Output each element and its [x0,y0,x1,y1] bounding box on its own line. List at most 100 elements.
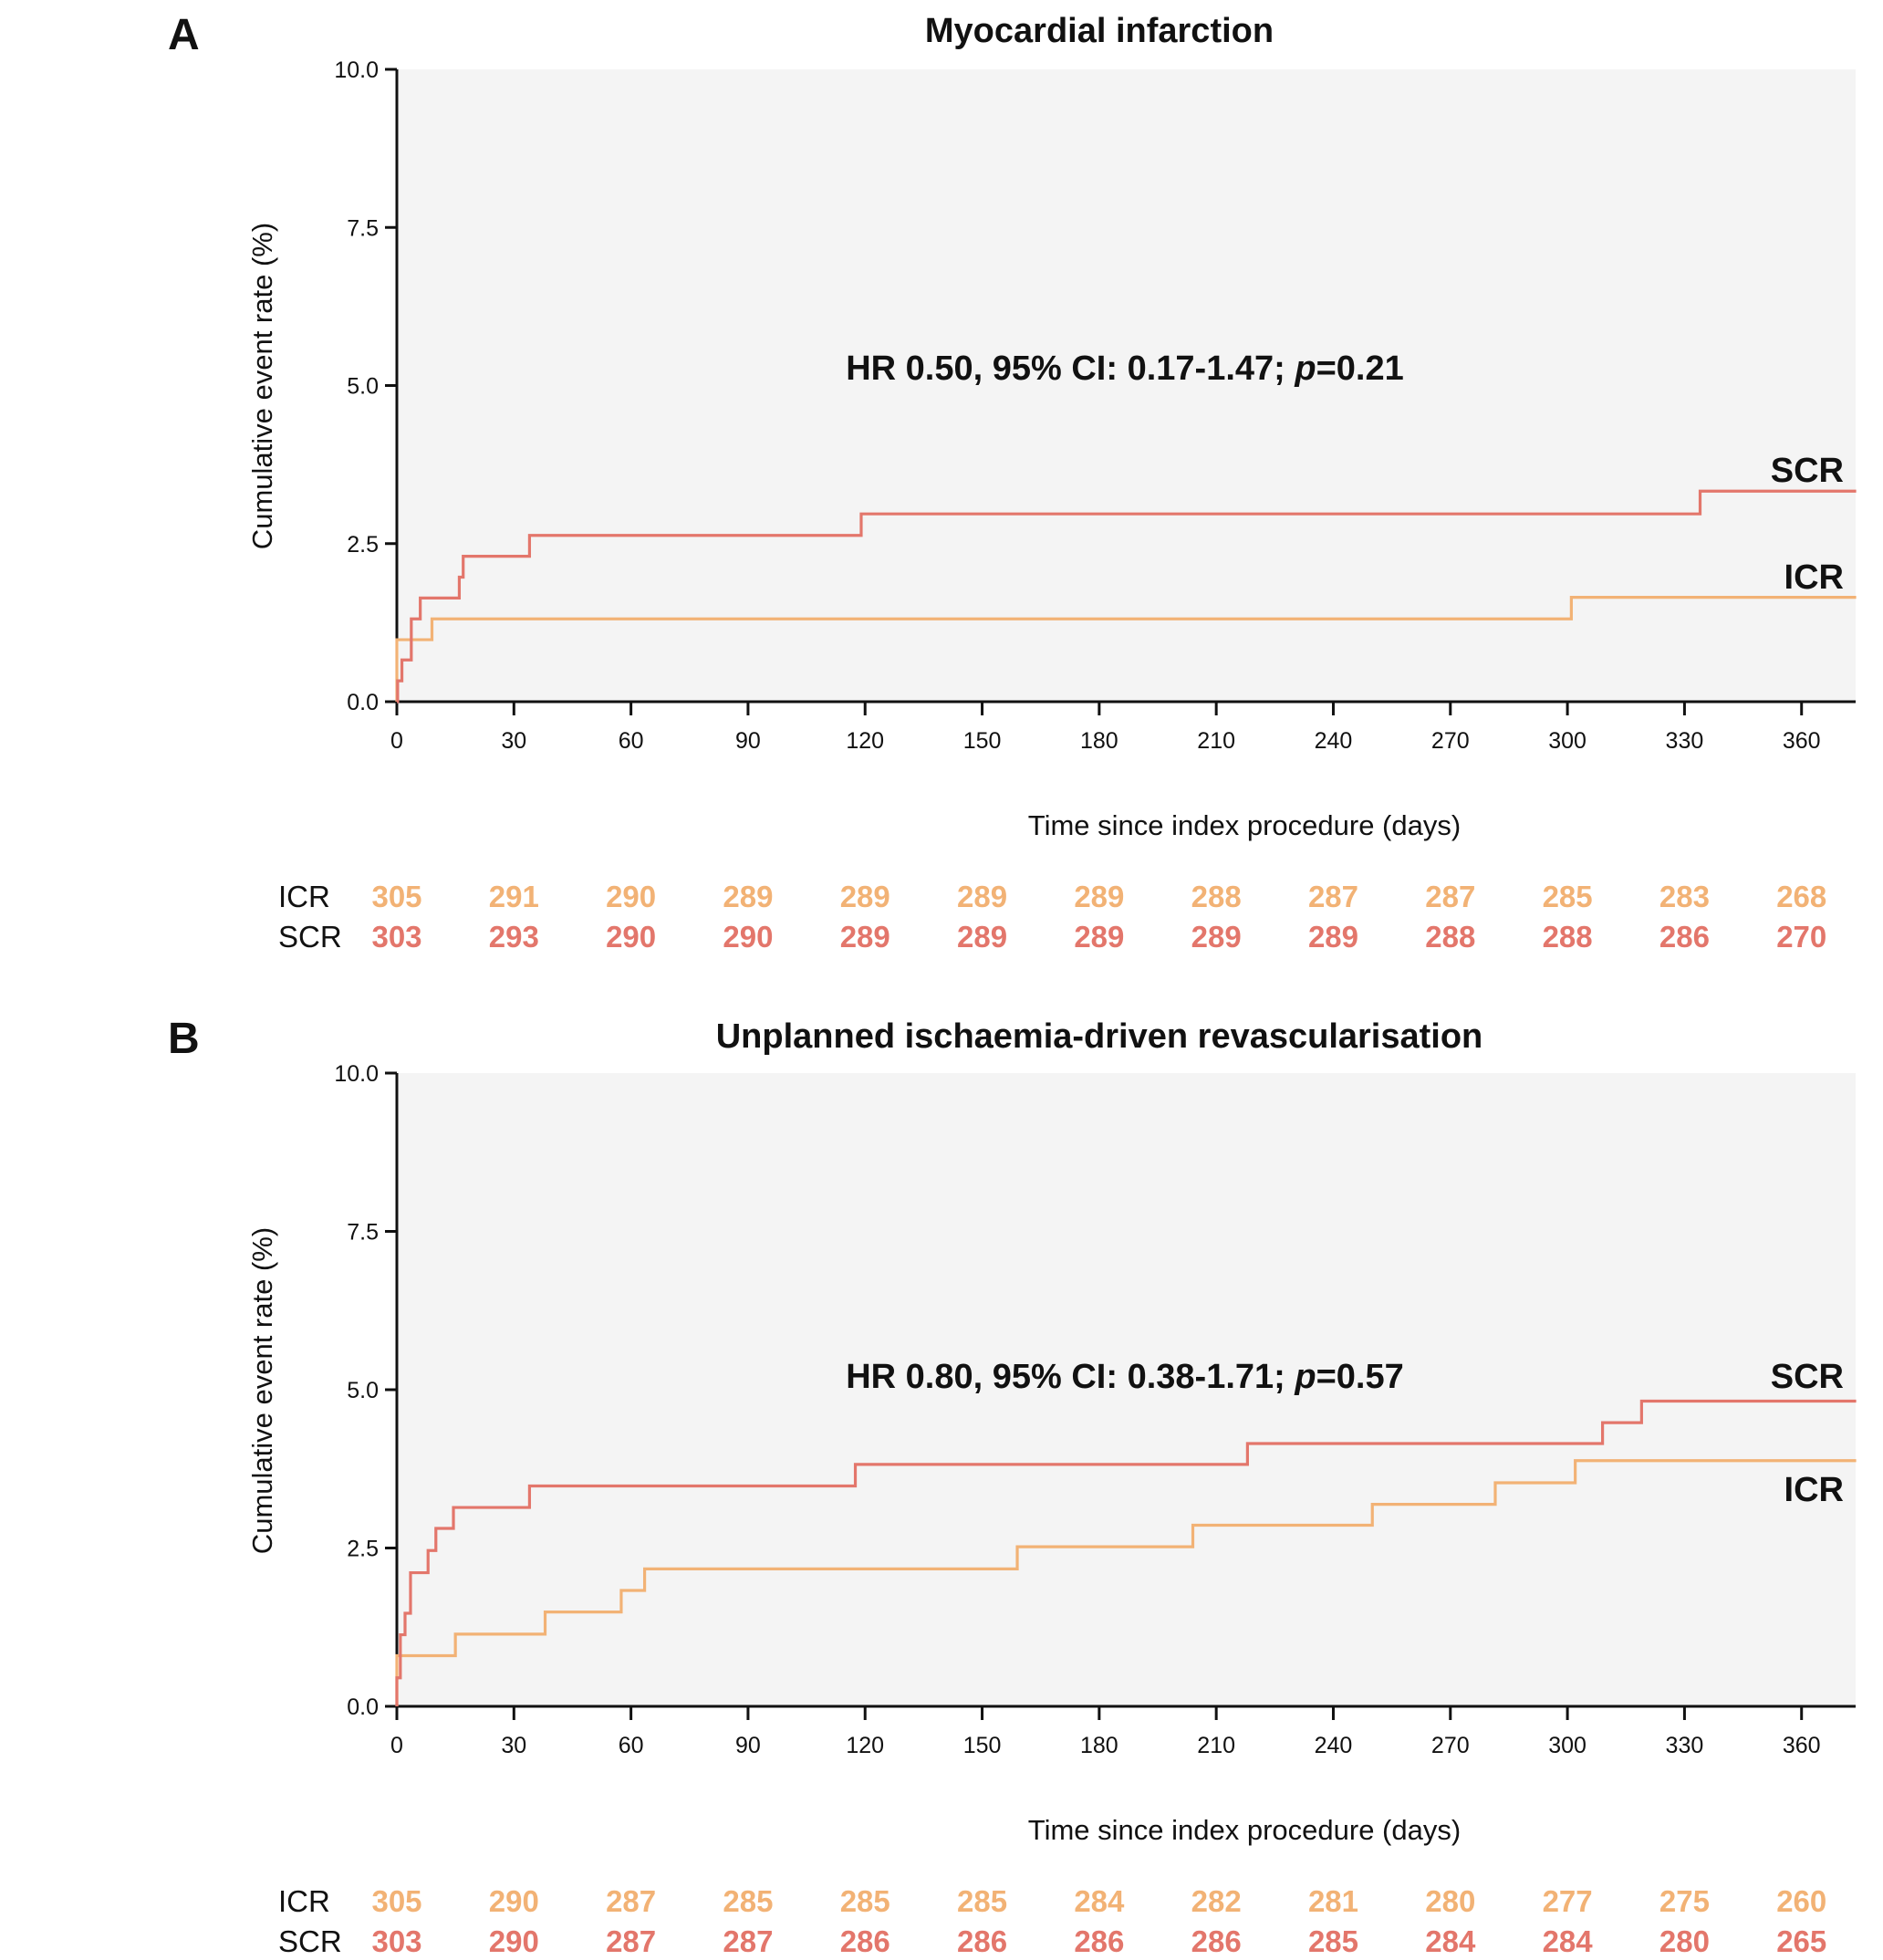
at-risk-value-icr: 284 [1074,1884,1125,1918]
at-risk-value-scr: 289 [1074,920,1124,954]
x-tick-label: 300 [1548,1733,1587,1758]
at-risk-row-label: SCR [278,1924,342,1958]
at-risk-row-label: ICR [278,880,330,913]
km-curve-icr [395,1459,1857,1706]
y-axis: 0.0 2.5 5.0 7.5 10.0 [334,1061,399,1720]
x-tick-label: 120 [846,1733,884,1758]
x-tick-label: 330 [1666,728,1704,754]
x-axis: 0 30 60 90 120 150 180 210 240 270 300 330 360 [390,1705,1856,1758]
at-risk-value-icr: 289 [1074,880,1124,913]
at-risk-value-icr: 287 [1425,880,1475,913]
x-tick-label: 0 [390,728,403,754]
at-risk-value-scr: 284 [1543,1924,1594,1958]
x-tick-label: 90 [735,1733,761,1758]
at-risk-value-scr: 290 [606,920,656,954]
at-risk-value-icr: 305 [371,1884,421,1918]
y-tick-label: 5.0 [347,374,379,400]
at-risk-value-scr: 293 [489,920,539,954]
p-symbol: p [1294,1358,1316,1396]
y-tick-label: 2.5 [347,1537,379,1562]
at-risk-value-scr: 290 [723,920,773,954]
hr-prefix: HR 0.50, 95% CI: 0.17-1.47; [846,349,1295,388]
at-risk-value-icr: 290 [489,1884,539,1918]
series-label-icr: ICR [1784,558,1844,597]
at-risk-value-scr: 289 [840,920,890,954]
plot-background [399,1073,1856,1706]
at-risk-value-scr: 303 [371,1924,421,1958]
panel-a: A Myocardial infarction 0.0 2.5 5.0 7.5 10.0… [168,11,1857,954]
y-tick-label: 7.5 [347,1220,379,1246]
at-risk-value-scr: 286 [840,1924,890,1958]
at-risk-value-scr: 286 [1191,1924,1242,1958]
panel-letter: B [168,1015,200,1063]
y-tick-label: 7.5 [347,215,379,241]
at-risk-value-scr: 286 [1074,1924,1124,1958]
x-tick-label: 90 [735,728,761,754]
at-risk-value-icr: 287 [1308,880,1358,913]
x-tick-label: 120 [846,728,884,754]
y-tick-label: 5.0 [347,1378,379,1403]
panel-letter: A [168,11,200,59]
panel-b: B Unplanned ischaemia-driven revasculari… [168,1015,1857,1958]
hazard-ratio-annotation: HR 0.80, 95% CI: 0.38-1.71; p=0.57 [846,1358,1404,1396]
at-risk-value-icr: 283 [1659,880,1710,913]
at-risk-value-scr: 290 [489,1924,539,1958]
at-risk-value-scr: 286 [957,1924,1007,1958]
at-risk-value-scr: 286 [1659,920,1710,954]
x-tick-label: 0 [390,1733,403,1758]
x-tick-label: 30 [501,1733,526,1758]
x-axis-label: Time since index procedure (days) [1028,809,1461,841]
y-tick-label: 0.0 [347,1694,379,1720]
at-risk-value-scr: 303 [371,920,421,954]
km-curve-icr [395,596,1857,702]
y-tick-label: 2.5 [347,532,379,558]
x-tick-label: 30 [501,728,526,754]
at-risk-value-icr: 282 [1191,1884,1242,1918]
x-tick-label: 360 [1783,728,1821,754]
at-risk-value-scr: 288 [1425,920,1475,954]
x-tick-label: 180 [1080,1733,1118,1758]
at-risk-row-label: SCR [278,920,342,954]
at-risk-value-icr: 260 [1776,1884,1826,1918]
km-curve-scr [396,489,1857,704]
at-risk-value-icr: 275 [1659,1884,1710,1918]
km-curve-scr [395,1399,1857,1706]
at-risk-row-label: ICR [278,1884,330,1918]
x-tick-label: 270 [1431,728,1470,754]
x-tick-label: 210 [1197,1733,1235,1758]
at-risk-value-scr: 280 [1659,1924,1710,1958]
series-label-scr: SCR [1771,452,1844,490]
at-risk-value-scr: 289 [957,920,1007,954]
at-risk-value-scr: 284 [1425,1924,1476,1958]
x-tick-label: 60 [619,1733,644,1758]
curves [395,489,1857,704]
at-risk-value-scr: 270 [1776,920,1826,954]
at-risk-value-scr: 285 [1308,1924,1358,1958]
series-label-icr: ICR [1784,1471,1844,1509]
at-risk-value-icr: 277 [1543,1884,1593,1918]
chart-title: Unplanned ischaemia-driven revascularisa… [716,1017,1483,1056]
x-tick-label: 180 [1080,728,1118,754]
at-risk-value-scr: 288 [1543,920,1593,954]
at-risk-value-scr: 289 [1191,920,1242,954]
x-tick-label: 300 [1548,728,1587,754]
x-tick-label: 240 [1315,728,1353,754]
number-at-risk-table: ICR 305 290 287 285 285 285 284 282 281 280 277 275 2… [278,1884,1826,1958]
x-tick-label: 240 [1315,1733,1353,1758]
chart-title: Myocardial infarction [925,12,1274,50]
y-tick-label: 10.0 [334,57,379,83]
at-risk-value-scr: 287 [606,1924,656,1958]
curves [395,1399,1857,1706]
x-tick-label: 270 [1431,1733,1470,1758]
at-risk-value-icr: 285 [957,1884,1007,1918]
number-at-risk-table: ICR 305 291 290 289 289 289 289 288 287 287 285 283 2… [278,880,1826,954]
at-risk-value-icr: 281 [1308,1884,1358,1918]
series-label-scr: SCR [1771,1358,1844,1396]
hazard-ratio-annotation: HR 0.50, 95% CI: 0.17-1.47; p=0.21 [846,349,1404,388]
at-risk-value-scr: 289 [1308,920,1358,954]
p-symbol: p [1294,349,1316,388]
y-axis-label: Cumulative event rate (%) [246,223,278,549]
x-tick-label: 210 [1197,728,1235,754]
x-tick-label: 150 [963,1733,1002,1758]
p-value: =0.21 [1316,349,1404,388]
